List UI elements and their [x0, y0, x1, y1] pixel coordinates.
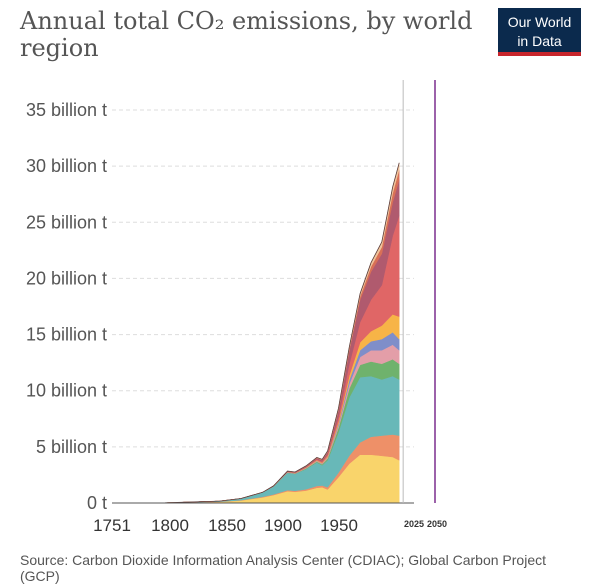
source-note: Source: Carbon Dioxide Information Analy…: [20, 552, 547, 584]
y-tick-label: 30 billion t: [26, 156, 107, 176]
y-axis-ticks: 0 t 5 billion t 10 billion t 15 billion t 20…: [26, 100, 107, 513]
y-tick-label: 10 billion t: [26, 381, 107, 401]
y-tick-label: 15 billion t: [26, 325, 107, 345]
logo-line-1: Our World: [507, 14, 572, 30]
x-tick-label: 1850: [208, 516, 246, 535]
y-tick-label: 20 billion t: [26, 268, 107, 288]
y-tick-label: 5 billion t: [36, 437, 107, 457]
reference-lines: [112, 80, 436, 504]
x-axis-ticks: 1751 1800 1850 1900 1950 2025 2050: [93, 516, 447, 535]
chart-title: Annual total CO₂ emissions, by world reg…: [20, 7, 473, 62]
x-tick-label: 1751: [93, 516, 131, 535]
x-tick-label: 1800: [151, 516, 189, 535]
x-tick-label-small: 2050: [427, 519, 447, 529]
x-tick-label: 1950: [320, 516, 358, 535]
emissions-chart: 0 t 5 billion t 10 billion t 15 billion t 20…: [26, 80, 447, 535]
x-tick-label: 1900: [264, 516, 302, 535]
y-tick-label: 35 billion t: [26, 100, 107, 120]
y-tick-label: 0 t: [87, 493, 107, 513]
stacked-areas: [111, 162, 400, 504]
x-tick-label-small: 2025: [404, 519, 424, 529]
owid-logo[interactable]: Our World in Data: [498, 8, 581, 56]
total-outline: [111, 162, 400, 504]
logo-line-2: in Data: [517, 33, 562, 49]
y-tick-label: 25 billion t: [26, 212, 107, 232]
grid-lines: [112, 109, 414, 448]
